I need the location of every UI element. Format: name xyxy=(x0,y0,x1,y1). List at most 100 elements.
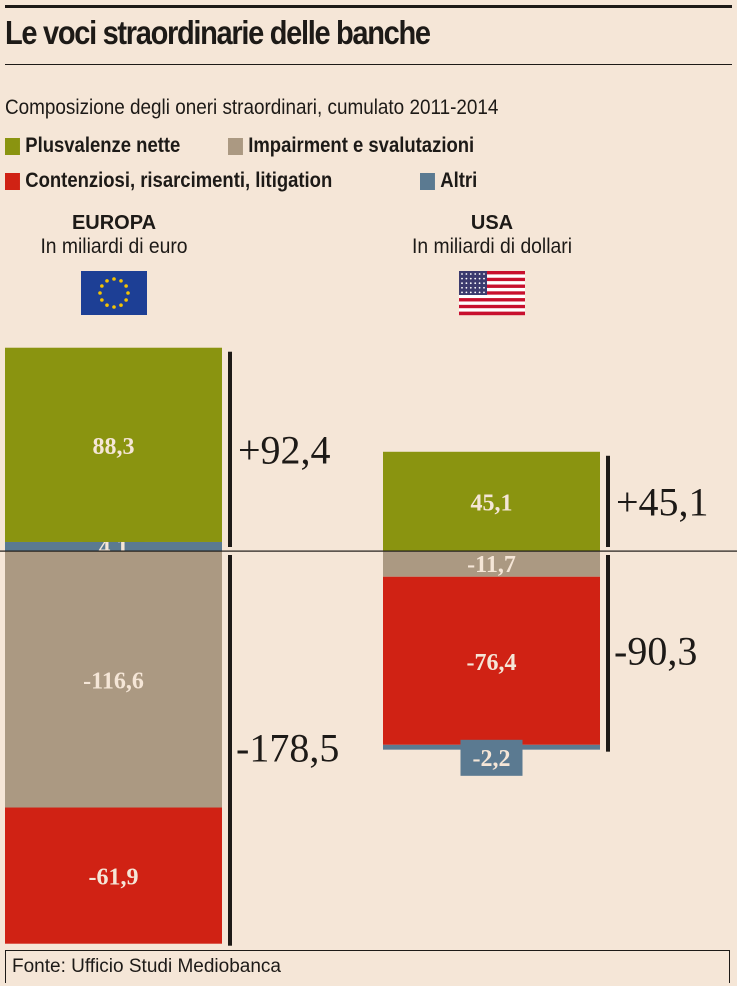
legend-item-altri: Altri xyxy=(420,169,477,193)
title-rule xyxy=(5,64,732,65)
star-icon xyxy=(483,282,485,285)
legend-item-impairment: Impairment e svalutazioni xyxy=(228,134,474,158)
legend-swatch xyxy=(5,137,20,155)
star-icon xyxy=(461,291,463,294)
star-icon xyxy=(474,286,477,289)
legend-label: Contenziosi, risarcimenti, litigation xyxy=(25,169,333,192)
star-icon xyxy=(465,291,468,294)
bar-segment-impairment xyxy=(383,551,600,577)
flag-stripe xyxy=(459,281,525,285)
star-icon xyxy=(474,291,477,294)
data-label-box xyxy=(460,739,523,776)
bar-segment-contenziosi xyxy=(383,576,600,745)
star-icon xyxy=(483,286,485,289)
legend-swatch xyxy=(228,137,243,155)
flag-stripe xyxy=(459,277,525,282)
flag-canton xyxy=(459,271,487,295)
flag-stripe xyxy=(459,298,525,302)
bracket-negative xyxy=(606,555,610,752)
chart-subtitle: Composizione degli oneri straordinari, c… xyxy=(5,96,499,119)
star-icon xyxy=(474,277,477,280)
star-icon xyxy=(126,291,130,295)
star-icon xyxy=(478,286,481,289)
star-icon xyxy=(100,298,104,302)
bar-segment-plusvalenze xyxy=(383,451,600,551)
star-icon xyxy=(124,284,128,288)
legend-item-plusvalenze: Plusvalenze nette xyxy=(5,134,180,158)
column-name: EUROPA xyxy=(71,212,157,234)
star-icon xyxy=(461,273,463,275)
star-icon xyxy=(469,291,472,294)
star-icon xyxy=(465,273,468,275)
star-icon xyxy=(469,273,472,275)
star-icon xyxy=(478,277,481,280)
flag-stripe xyxy=(459,271,525,275)
star-icon xyxy=(478,273,481,275)
star-icon xyxy=(465,277,468,280)
bracket-positive xyxy=(606,455,610,547)
column-name: USA xyxy=(470,212,514,234)
bracket-positive xyxy=(228,351,232,547)
zero-line xyxy=(0,550,737,552)
star-icon xyxy=(100,284,104,288)
column-header-usa: USA In miliardi di dollari xyxy=(362,212,622,259)
star-icon xyxy=(474,282,477,285)
column-unit: In miliardi di dollari xyxy=(412,235,572,258)
flag-stripe xyxy=(459,294,525,299)
star-icon xyxy=(483,273,485,275)
star-icon xyxy=(478,291,481,294)
flag-stripe xyxy=(459,274,525,278)
legend-label: Impairment e svalutazioni xyxy=(248,134,475,157)
data-label: -116,6 xyxy=(83,668,144,694)
star-icon xyxy=(119,303,123,307)
bar-segment-contenziosi xyxy=(5,807,222,944)
flag-stripe xyxy=(459,301,525,306)
total-label-positive: +92,4 xyxy=(238,427,331,472)
bar-segment-plusvalenze xyxy=(5,347,222,542)
star-icon xyxy=(461,286,463,289)
star-icon xyxy=(469,286,472,289)
legend-swatch xyxy=(420,172,435,190)
total-label-negative: -90,3 xyxy=(614,628,697,673)
total-label-positive: +45,1 xyxy=(616,479,709,524)
column-unit: In miliardi di euro xyxy=(40,235,188,258)
column-header-europa: EUROPA In miliardi di euro xyxy=(0,212,244,259)
star-icon xyxy=(465,282,468,285)
legend-swatch xyxy=(5,172,20,190)
star-icon xyxy=(112,305,116,309)
star-icon xyxy=(465,286,468,289)
bracket-negative xyxy=(228,555,232,946)
star-icon xyxy=(105,279,109,283)
legend-label: Altri xyxy=(440,169,478,192)
data-label: -61,9 xyxy=(89,865,139,891)
total-label-negative: -178,5 xyxy=(236,725,339,770)
top-rule xyxy=(5,5,732,8)
star-icon xyxy=(105,303,109,307)
star-icon xyxy=(461,277,463,280)
data-label: 88,3 xyxy=(93,434,135,460)
star-icon xyxy=(469,282,472,285)
star-icon xyxy=(469,277,472,280)
star-icon xyxy=(124,298,128,302)
data-label: -2,2 xyxy=(473,746,511,772)
source-note: Fonte: Ufficio Studi Mediobanca xyxy=(5,950,730,983)
bar-segment-impairment xyxy=(5,551,222,808)
data-label: -11,7 xyxy=(467,552,516,578)
flag-stripe xyxy=(459,284,525,289)
data-label: -76,4 xyxy=(467,650,517,676)
star-icon xyxy=(483,277,485,280)
flag-stripe xyxy=(459,304,525,309)
star-icon xyxy=(461,282,463,285)
star-icon xyxy=(98,291,102,295)
star-icon xyxy=(112,277,116,281)
legend-item-contenziosi: Contenziosi, risarcimenti, litigation xyxy=(5,169,332,193)
legend-label: Plusvalenze nette xyxy=(25,134,181,157)
data-label: 45,1 xyxy=(471,490,513,516)
star-icon xyxy=(474,273,477,275)
flag-stripe xyxy=(459,291,525,295)
star-icon xyxy=(119,279,123,283)
flag-stripe xyxy=(459,308,525,312)
star-icon xyxy=(483,291,485,294)
